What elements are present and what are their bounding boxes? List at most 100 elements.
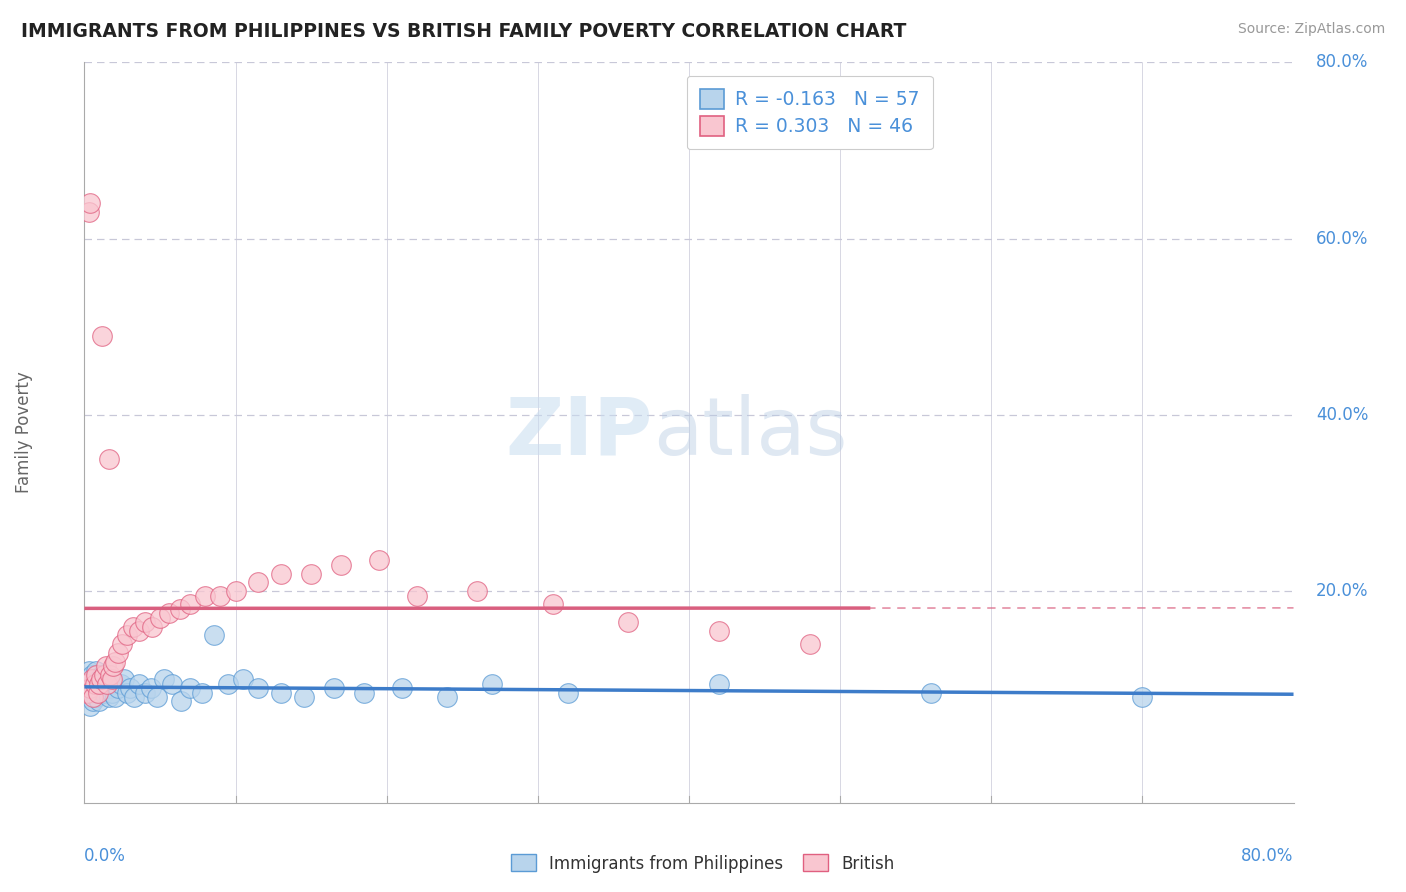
Point — [247, 575, 270, 590]
Point — [86, 690, 108, 704]
Point — [80, 673, 103, 687]
Point — [91, 328, 114, 343]
Point — [170, 694, 193, 708]
Point — [481, 677, 503, 691]
Point — [115, 628, 138, 642]
Text: 40.0%: 40.0% — [1316, 406, 1368, 424]
Point — [209, 589, 232, 603]
Text: atlas: atlas — [652, 393, 846, 472]
Text: 80.0%: 80.0% — [1316, 54, 1368, 71]
Point — [94, 659, 117, 673]
Point — [91, 668, 114, 682]
Point — [709, 677, 731, 691]
Point — [1130, 690, 1153, 704]
Point — [225, 584, 247, 599]
Point — [153, 673, 176, 687]
Point — [368, 553, 391, 567]
Text: 80.0%: 80.0% — [1241, 847, 1294, 865]
Point — [79, 698, 101, 713]
Point — [330, 558, 353, 572]
Point — [90, 681, 112, 696]
Point — [112, 673, 135, 687]
Point — [94, 677, 117, 691]
Point — [232, 673, 254, 687]
Point — [93, 685, 115, 699]
Point — [270, 566, 292, 581]
Text: 0.0%: 0.0% — [84, 847, 127, 865]
Point — [134, 615, 156, 629]
Point — [541, 598, 564, 612]
Point — [467, 584, 489, 599]
Point — [77, 681, 100, 696]
Point — [75, 673, 97, 687]
Point — [97, 452, 120, 467]
Point — [179, 598, 201, 612]
Point — [93, 668, 115, 682]
Text: 20.0%: 20.0% — [1316, 582, 1368, 600]
Point — [98, 668, 121, 682]
Point — [84, 681, 107, 696]
Point — [299, 566, 322, 581]
Point — [84, 677, 107, 691]
Point — [79, 196, 101, 211]
Point — [87, 677, 110, 691]
Point — [920, 685, 942, 699]
Point — [110, 677, 132, 691]
Point — [169, 602, 191, 616]
Point — [75, 677, 97, 691]
Point — [77, 664, 100, 678]
Point — [121, 619, 143, 633]
Text: Source: ZipAtlas.com: Source: ZipAtlas.com — [1237, 22, 1385, 37]
Point — [97, 690, 120, 704]
Point — [111, 637, 134, 651]
Point — [157, 607, 180, 621]
Point — [79, 681, 101, 696]
Point — [292, 690, 315, 704]
Point — [557, 685, 579, 699]
Point — [799, 637, 821, 651]
Text: IMMIGRANTS FROM PHILIPPINES VS BRITISH FAMILY POVERTY CORRELATION CHART: IMMIGRANTS FROM PHILIPPINES VS BRITISH F… — [21, 22, 907, 41]
Point — [107, 646, 129, 660]
Point — [86, 664, 108, 678]
Point — [128, 677, 150, 691]
Point — [709, 624, 731, 638]
Point — [77, 205, 100, 219]
Point — [90, 673, 112, 687]
Point — [80, 668, 103, 682]
Point — [82, 694, 104, 708]
Point — [89, 673, 111, 687]
Point — [134, 685, 156, 699]
Point — [76, 685, 98, 699]
Point — [247, 681, 270, 696]
Point — [84, 673, 107, 687]
Point — [96, 677, 118, 691]
Point — [104, 690, 127, 704]
Legend: R = -0.163   N = 57, R = 0.303   N = 46: R = -0.163 N = 57, R = 0.303 N = 46 — [686, 76, 934, 149]
Text: 60.0%: 60.0% — [1316, 230, 1368, 248]
Point — [87, 685, 110, 699]
Text: Family Poverty: Family Poverty — [15, 372, 32, 493]
Point — [98, 681, 121, 696]
Point — [76, 690, 98, 704]
Point — [179, 681, 201, 696]
Point — [139, 681, 162, 696]
Point — [194, 589, 217, 603]
Point — [217, 677, 239, 691]
Point — [353, 685, 375, 699]
Point — [107, 681, 129, 696]
Point — [270, 685, 292, 699]
Point — [104, 655, 127, 669]
Point — [82, 690, 104, 704]
Point — [322, 681, 344, 696]
Point — [141, 619, 163, 633]
Point — [101, 677, 124, 691]
Point — [128, 624, 150, 638]
Point — [80, 677, 103, 691]
Point — [89, 677, 111, 691]
Point — [191, 685, 214, 699]
Point — [202, 628, 225, 642]
Point — [122, 690, 145, 704]
Point — [118, 681, 141, 696]
Point — [100, 673, 122, 687]
Point — [100, 685, 122, 699]
